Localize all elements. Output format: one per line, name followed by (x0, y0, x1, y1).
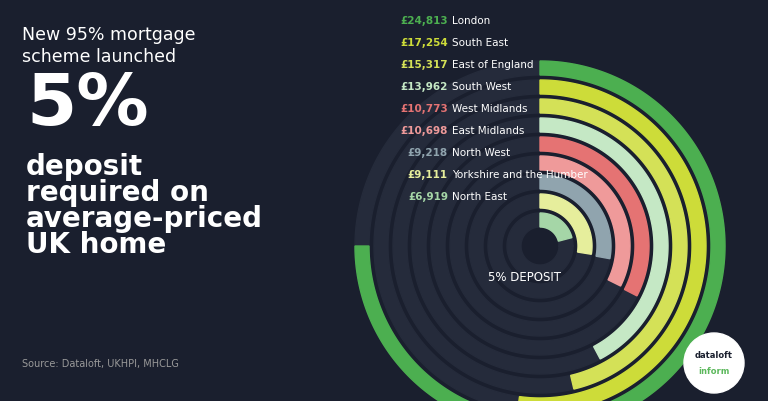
Text: £10,773: £10,773 (400, 104, 448, 114)
Polygon shape (507, 213, 573, 279)
Text: North West: North West (452, 148, 510, 158)
Text: £13,962: £13,962 (401, 82, 448, 92)
Polygon shape (540, 99, 687, 389)
Polygon shape (355, 61, 725, 401)
Text: South East: South East (452, 38, 508, 48)
Text: Yorkshire and the Humber: Yorkshire and the Humber (452, 170, 588, 180)
Text: New 95% mortgage: New 95% mortgage (22, 26, 196, 44)
Text: dataloft: dataloft (695, 350, 733, 360)
Polygon shape (488, 194, 592, 298)
Text: £10,698: £10,698 (401, 126, 448, 136)
Text: West Midlands: West Midlands (452, 104, 528, 114)
Polygon shape (469, 175, 611, 317)
Polygon shape (540, 118, 668, 359)
Text: 5% DEPOSIT: 5% DEPOSIT (488, 271, 561, 284)
Text: £17,254: £17,254 (400, 38, 448, 48)
Text: Source: Dataloft, UKHPI, MHCLG: Source: Dataloft, UKHPI, MHCLG (22, 359, 179, 369)
Text: deposit: deposit (26, 153, 143, 181)
Text: scheme launched: scheme launched (22, 48, 176, 66)
Polygon shape (540, 137, 649, 296)
Polygon shape (393, 99, 687, 393)
Polygon shape (540, 194, 592, 254)
Polygon shape (518, 80, 706, 401)
Text: £9,218: £9,218 (408, 148, 448, 158)
Polygon shape (450, 156, 630, 336)
Polygon shape (355, 61, 725, 401)
Circle shape (684, 333, 744, 393)
Text: South West: South West (452, 82, 511, 92)
Polygon shape (374, 80, 706, 401)
Text: £6,919: £6,919 (408, 192, 448, 202)
Text: London: London (452, 16, 490, 26)
Polygon shape (540, 213, 572, 241)
Text: average-priced: average-priced (26, 205, 263, 233)
Text: East of England: East of England (452, 60, 534, 70)
Polygon shape (540, 175, 611, 259)
Text: £15,317: £15,317 (400, 60, 448, 70)
Text: North East: North East (452, 192, 507, 202)
Polygon shape (431, 137, 649, 355)
Text: required on: required on (26, 179, 209, 207)
Text: inform: inform (698, 367, 730, 375)
Polygon shape (540, 156, 630, 286)
Text: £9,111: £9,111 (408, 170, 448, 180)
Text: £24,813: £24,813 (400, 16, 448, 26)
Text: East Midlands: East Midlands (452, 126, 525, 136)
Text: UK home: UK home (26, 231, 166, 259)
Polygon shape (412, 118, 668, 374)
Text: 5%: 5% (26, 71, 149, 140)
